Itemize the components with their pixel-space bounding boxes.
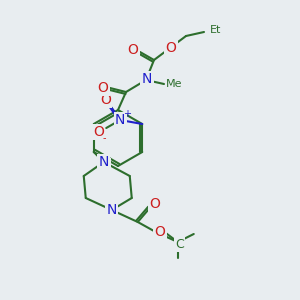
Text: O: O (98, 81, 108, 95)
Text: N: N (142, 72, 152, 86)
Text: N: N (100, 159, 110, 173)
Text: O: O (166, 41, 176, 55)
Text: O: O (128, 43, 138, 57)
Text: C: C (176, 238, 184, 250)
Text: -: - (103, 133, 106, 143)
Text: O: O (149, 197, 160, 211)
Text: O: O (100, 93, 111, 107)
Text: O: O (93, 125, 104, 139)
Text: N: N (115, 113, 125, 127)
Text: O: O (154, 225, 165, 239)
Text: N: N (99, 155, 109, 169)
Text: +: + (123, 109, 131, 119)
Text: N: N (106, 203, 117, 217)
Text: Et: Et (210, 25, 222, 35)
Text: Me: Me (166, 79, 182, 89)
